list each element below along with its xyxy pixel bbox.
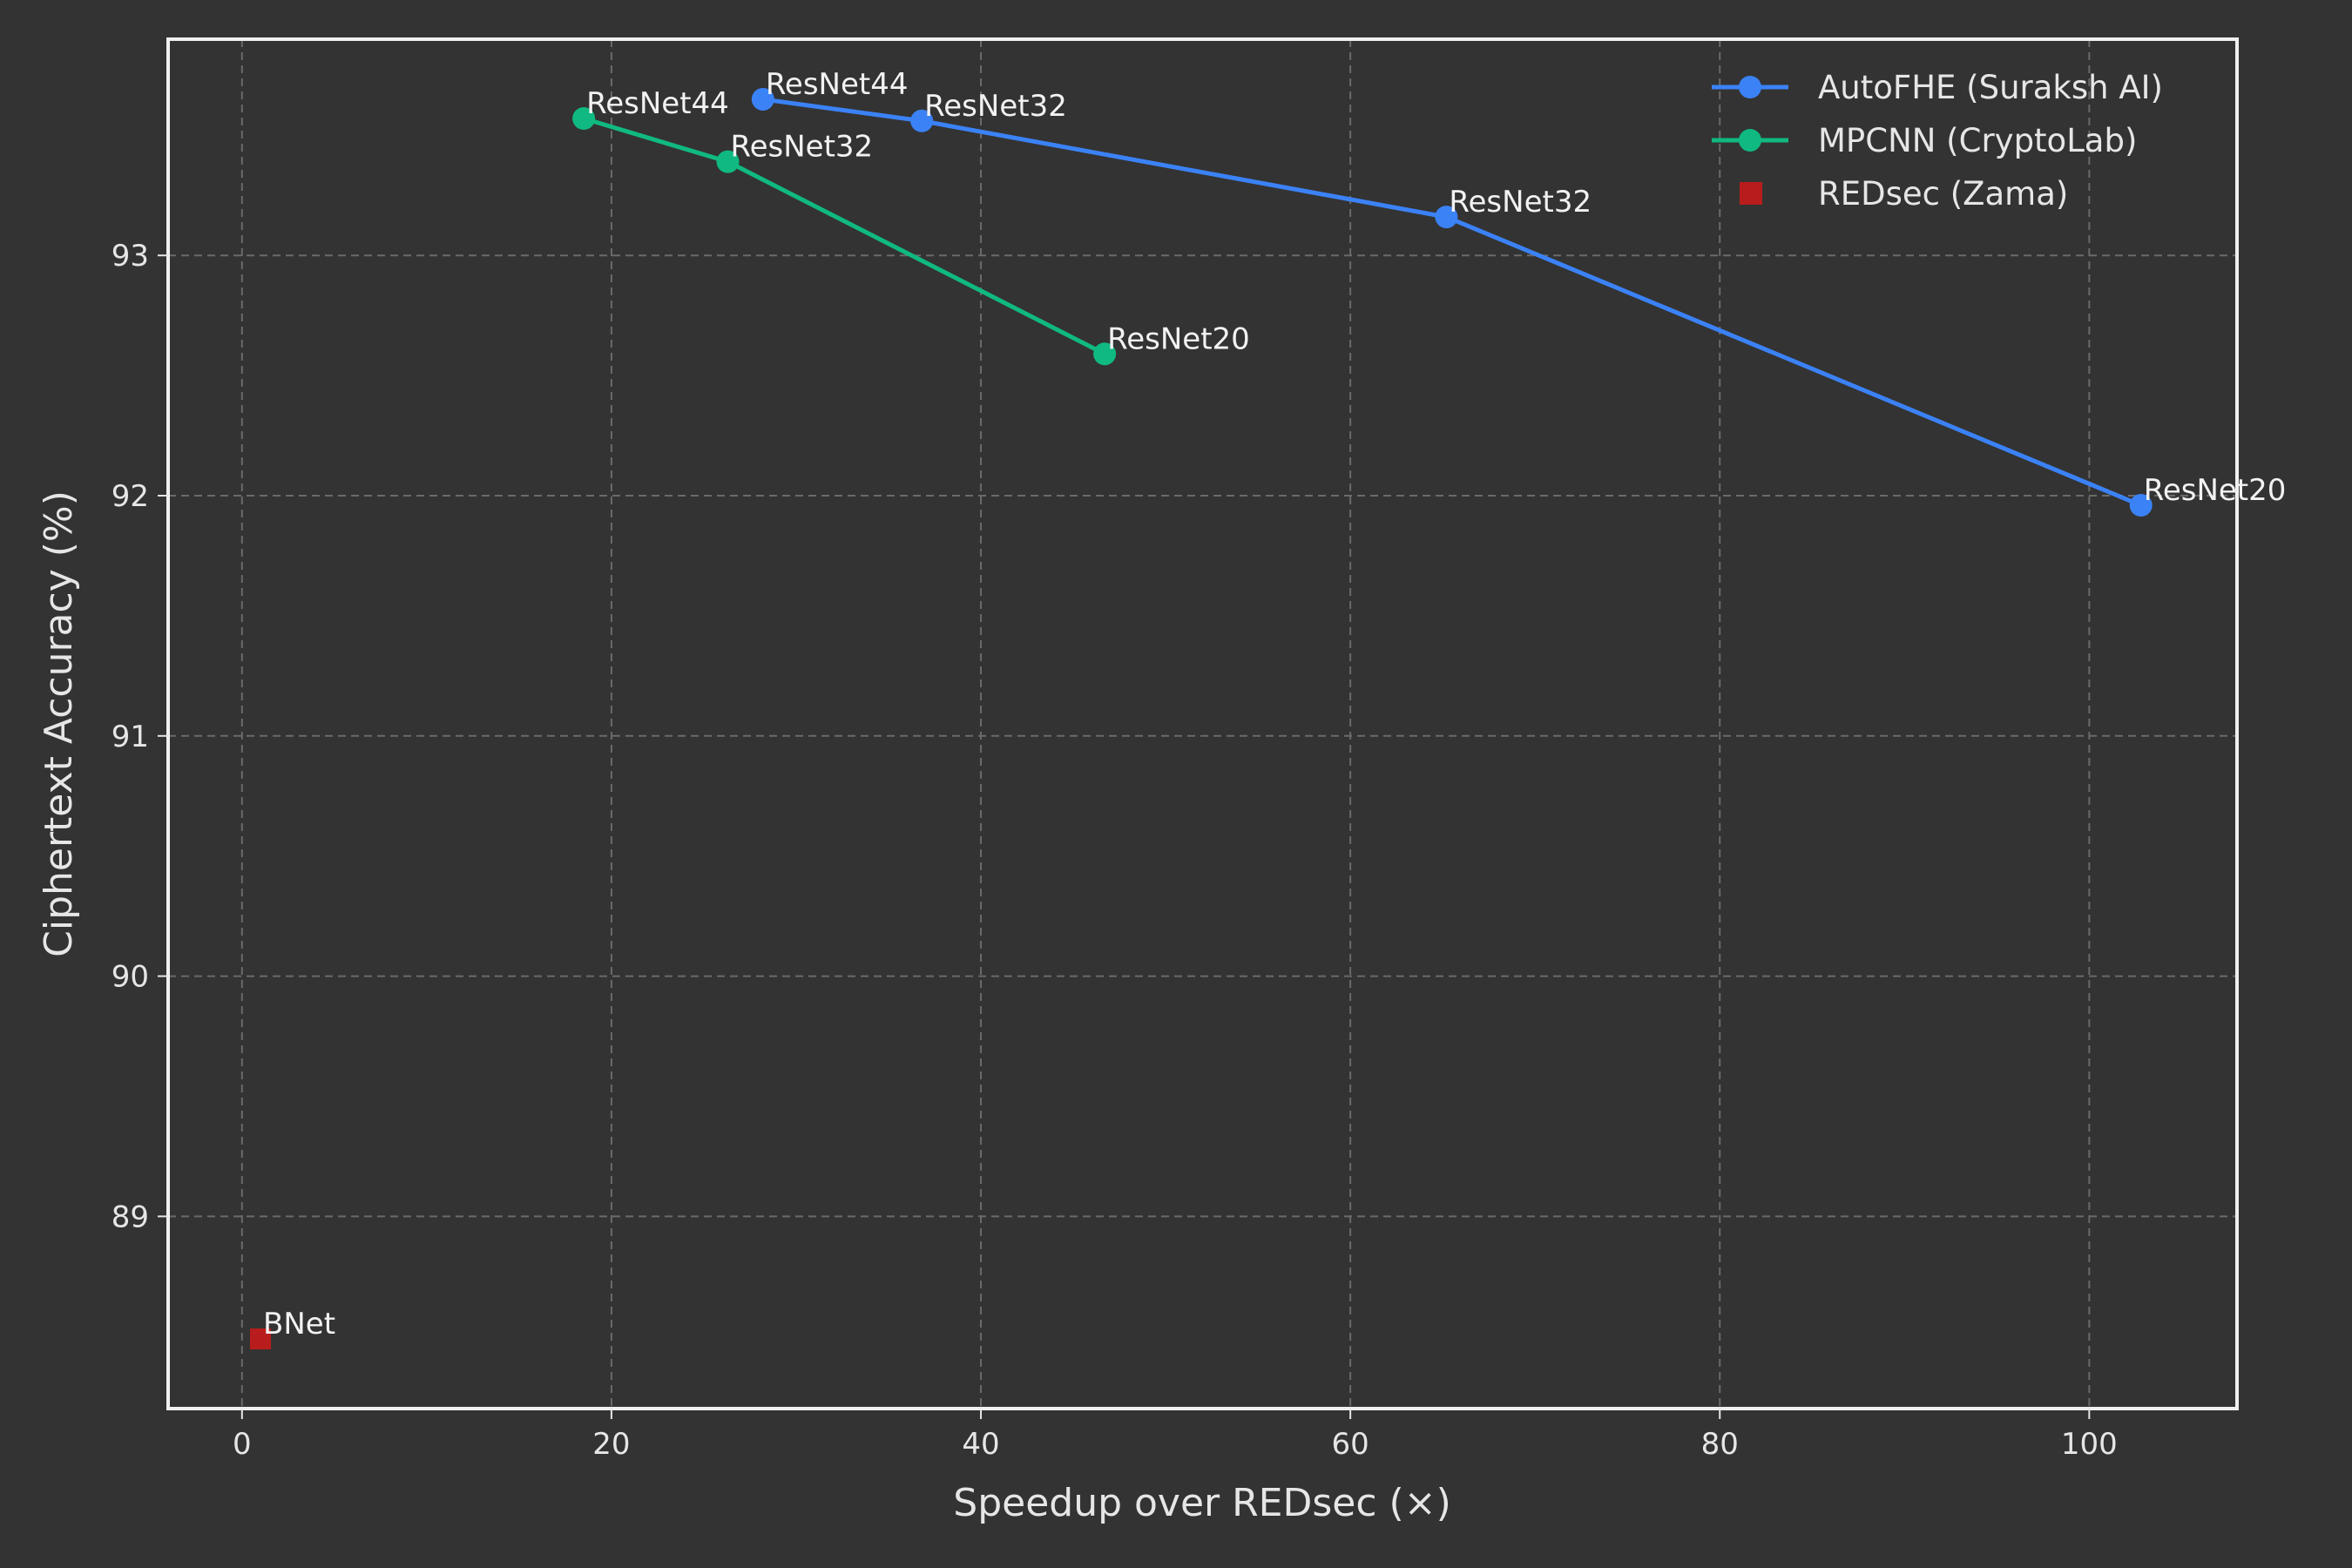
point-label: ResNet32 [731, 130, 874, 165]
y-tick-label: 92 [112, 479, 149, 514]
legend-marker [1739, 129, 1761, 152]
point-label: ResNet20 [1107, 321, 1250, 356]
series-2 [250, 1328, 272, 1350]
point-label: ResNet44 [586, 86, 729, 121]
legend: AutoFHE (Suraksh AI) MPCNN (CryptoLab) RED… [1712, 69, 2163, 213]
y-tick-label: 93 [112, 239, 149, 274]
x-tick-label: 100 [2061, 1427, 2118, 1462]
plot-frame [166, 37, 2239, 1410]
y-axis-label: Ciphertext Accuracy (%) [37, 490, 81, 957]
data-point [910, 109, 934, 132]
legend-label: REDsec (Zama) [1818, 175, 2068, 213]
data-point [751, 87, 774, 111]
legend-marker [1740, 182, 1762, 205]
legend-label: AutoFHE (Suraksh AI) [1818, 69, 2163, 106]
series-1 [572, 107, 1117, 366]
series-line [762, 97, 2142, 508]
x-tick-label: 40 [962, 1427, 999, 1462]
plot-area [250, 87, 2153, 1350]
data-point [1093, 342, 1117, 366]
data-point [1435, 206, 1458, 229]
x-tick-label: 80 [1701, 1427, 1739, 1462]
y-tick-label: 90 [112, 960, 149, 995]
x-tick-label: 60 [1332, 1427, 1369, 1462]
x-axis-label: Speedup over REDsec (×) [953, 1481, 1450, 1525]
point-labels: ResNet44ResNet32ResNet32ResNet20ResNet44… [263, 67, 2286, 1342]
x-tick-label: 20 [592, 1427, 630, 1462]
series-0 [751, 87, 2153, 517]
grid [168, 39, 2237, 1409]
axis-ticks: 0 20 40 60 80 100 89 90 91 92 93 [112, 239, 2118, 1462]
point-label: ResNet20 [2144, 473, 2287, 508]
point-label: ResNet32 [924, 89, 1067, 124]
point-label: ResNet32 [1449, 185, 1592, 220]
data-point [250, 1328, 272, 1350]
x-tick-label: 0 [233, 1427, 252, 1462]
data-point [2129, 494, 2153, 517]
data-point [716, 150, 740, 173]
point-label: BNet [263, 1307, 335, 1342]
legend-label: MPCNN (CryptoLab) [1818, 122, 2137, 159]
y-tick-label: 91 [112, 720, 149, 754]
data-point [572, 107, 596, 131]
legend-marker [1739, 76, 1761, 98]
point-label: ResNet44 [766, 67, 909, 102]
y-tick-label: 89 [112, 1200, 149, 1234]
